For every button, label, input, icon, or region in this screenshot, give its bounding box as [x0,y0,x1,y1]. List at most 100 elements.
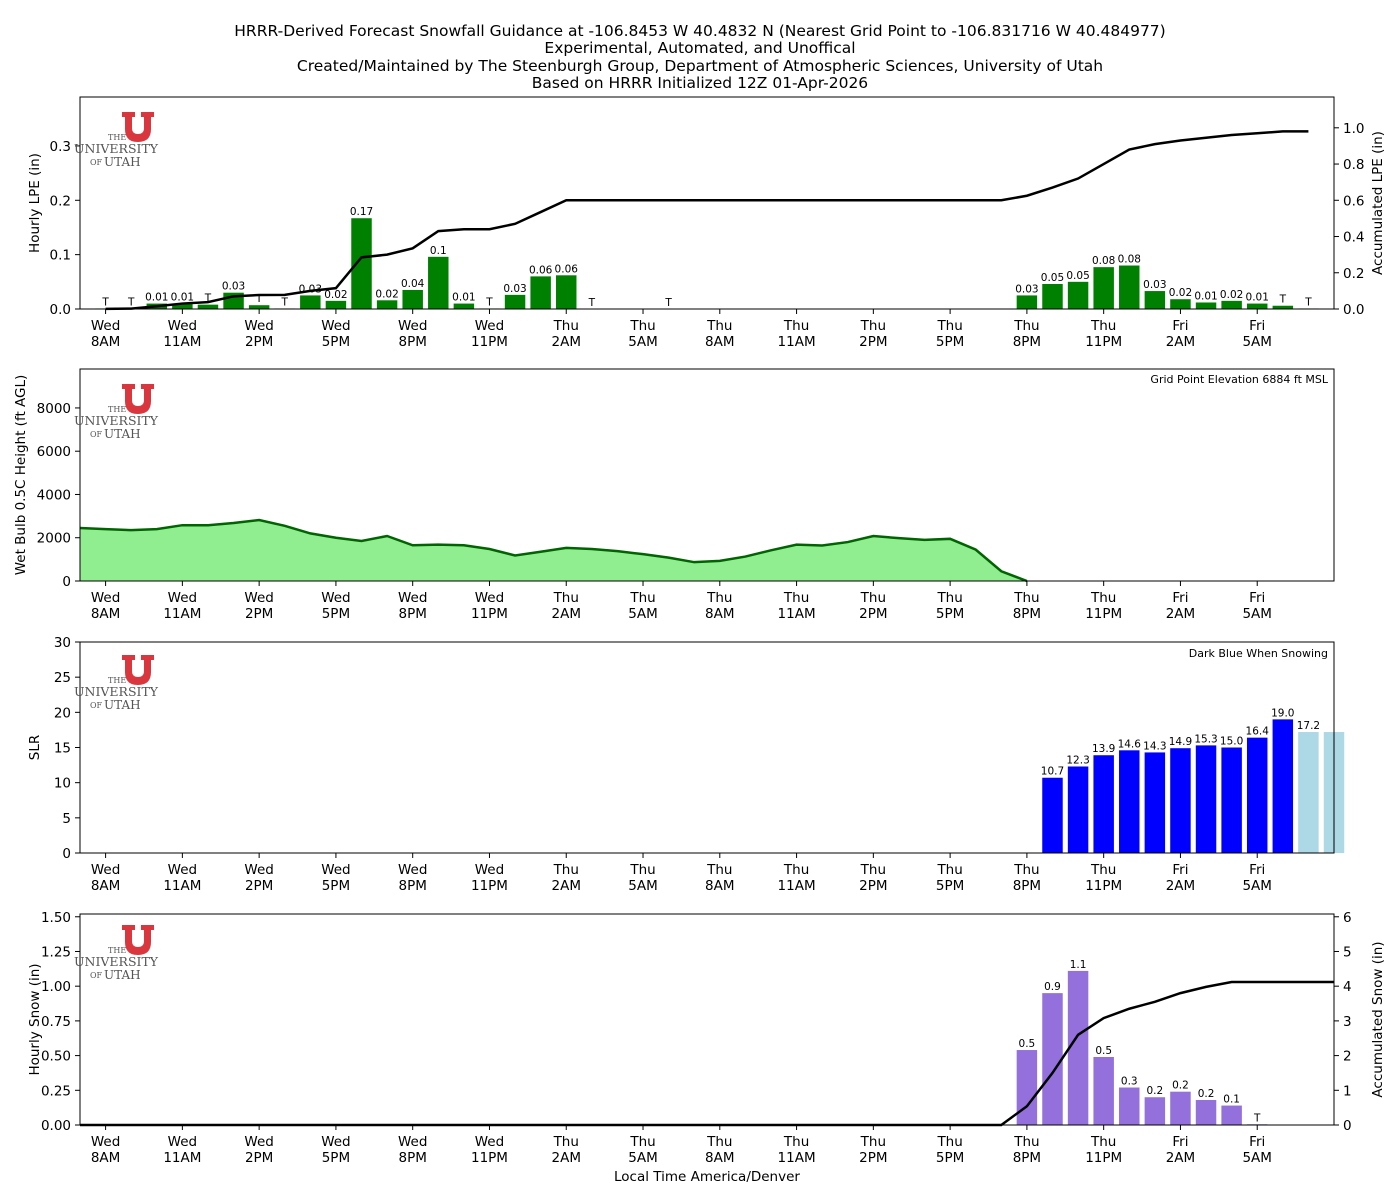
x-tick-day: Wed [168,1134,197,1150]
x-tick-time: 2PM [859,878,887,894]
accum-snow-y-axis-tick-label: 1 [1343,1083,1352,1099]
slr-bar [1144,752,1166,853]
lpe-bar-label: T [485,296,493,308]
x-tick-day: Thu [706,1134,732,1150]
utah-u-notch [135,936,141,940]
x-tick-day: Wed [398,590,427,606]
logo-university: UNIVERSITY [74,413,159,428]
x-tick-time: 11AM [163,334,201,350]
x-tick-time: 11PM [1085,334,1122,350]
slr-bar-label: 10.7 [1041,766,1064,778]
lpe-chart: T T 0.01 0.01 T0.03T T0.03 0.020.170.020.040.1… [27,96,1386,350]
accum-lpe-y-axis-tick-label: 0.6 [1343,193,1364,209]
slr-bar [1119,750,1140,853]
x-tick-time: 2AM [552,334,581,350]
x-axis-label: Local Time America/Denver [614,1169,800,1185]
lpe-bar-label: 0.03 [1143,279,1166,291]
snow-bar [1119,1087,1140,1125]
x-tick-time: 11AM [163,1150,201,1166]
wet-bulb-line [79,518,1028,583]
lpe-bar [1042,283,1063,309]
lpe-bar [1067,281,1089,309]
snow-bar-label: 0.5 [1095,1045,1112,1057]
plot-frame [79,913,1335,1126]
x-tick-day: Thu [1013,590,1039,606]
x-tick-day: Thu [860,862,886,878]
slr-bar [1093,755,1114,853]
lpe-y-axis-tick-label: 0.1 [50,248,71,264]
snow-bar-label: 0.1 [1223,1094,1240,1106]
x-tick-day: Thu [783,590,809,606]
lpe-bar-label: 0.01 [1194,290,1217,302]
x-tick-day: Fri [1172,318,1188,334]
x-tick-day: Wed [398,862,427,878]
lpe-bar-label: 0.03 [503,283,526,295]
x-tick-time: 5AM [628,1150,657,1166]
x-tick-time: 2PM [859,606,887,622]
title-line-4: Based on HRRR Initialized 12Z 01-Apr-202… [532,74,868,92]
x-tick-time: 8AM [91,334,120,350]
wet-bulb-chart: Wed8AMWed11AMWed2PMWed5PMWed8PMWed11PMTh… [13,368,1335,622]
utah-u-icon [122,655,154,685]
lpe-bar [428,256,449,309]
lpe-bar [1246,303,1268,309]
utah-u-icon [122,925,154,955]
lpe-bar [402,289,423,309]
logo-the: THE [108,405,126,414]
slr-y-axis-label: SLR [27,735,43,760]
slr-bar [1272,719,1294,853]
slr-bar [1170,748,1191,853]
x-tick-time: 5AM [1242,1150,1271,1166]
x-tick-time: 11PM [471,334,508,350]
x-tick-day: Wed [244,590,273,606]
x-tick-time: 11PM [1085,1150,1122,1166]
accum-lpe-y-axis-tick-label: 1.0 [1343,121,1364,137]
x-tick-time: 2AM [1166,334,1195,350]
slr-bar [1067,766,1089,853]
x-tick-time: 8AM [705,334,734,350]
x-tick-time: 11AM [778,606,816,622]
snow-bar [1093,1056,1114,1125]
x-tick-day: Thu [706,862,732,878]
x-tick-time: 2AM [1166,1150,1195,1166]
x-tick-day: Thu [629,318,655,334]
lpe-bar-label: T [204,293,212,305]
slr-y-axis-tick-label: 15 [54,741,71,757]
x-tick-day: Wed [168,318,197,334]
snow-y-axis-tick-label: 0.00 [41,1118,71,1134]
snow-y-axis-tick-label: 1.25 [41,944,71,960]
x-tick-time: 8PM [398,878,426,894]
snow-bar [1016,1050,1038,1125]
slr-bar-label: 14.6 [1118,738,1142,750]
x-tick-day: Wed [475,318,504,334]
slr-bar [1246,737,1268,853]
snow-bar-label: 0.2 [1172,1080,1189,1092]
x-tick-day: Wed [168,862,197,878]
lpe-y-axis-tick-label: 0.0 [50,302,71,318]
lpe-bar-label: 0.1 [430,245,447,257]
lpe-bar [172,303,193,309]
snowing-annotation: Dark Blue When Snowing [1189,647,1328,660]
lpe-bar [1272,305,1294,309]
x-tick-time: 2PM [245,334,273,350]
x-tick-time: 8PM [398,334,426,350]
snow-chart: 0.50.91.10.50.30.2 0.20.2 0.1TWed8AMWed11A… [27,910,1386,1166]
x-tick-day: Thu [1090,590,1116,606]
x-tick-time: 11AM [163,878,201,894]
x-tick-time: 5AM [628,878,657,894]
x-tick-day: Wed [321,862,350,878]
x-tick-day: Wed [244,318,273,334]
snow-bar-label: 0.5 [1019,1038,1036,1050]
x-tick-time: 5AM [628,334,657,350]
lpe-bar-label: 0.01 [1246,292,1269,304]
lpe-bar-label: 0.17 [350,206,373,218]
logo-of: OF [90,430,103,439]
x-tick-time: 5PM [322,606,350,622]
logo-utah: UTAH [104,155,141,169]
accum-snow-y-axis-label: Accumulated Snow (in) [1370,941,1386,1097]
utah-u-notch [135,395,141,399]
wet-bulb-y-axis-tick-label: 2000 [37,531,71,547]
x-tick-day: Thu [1013,1134,1039,1150]
logo-of: OF [90,158,103,167]
